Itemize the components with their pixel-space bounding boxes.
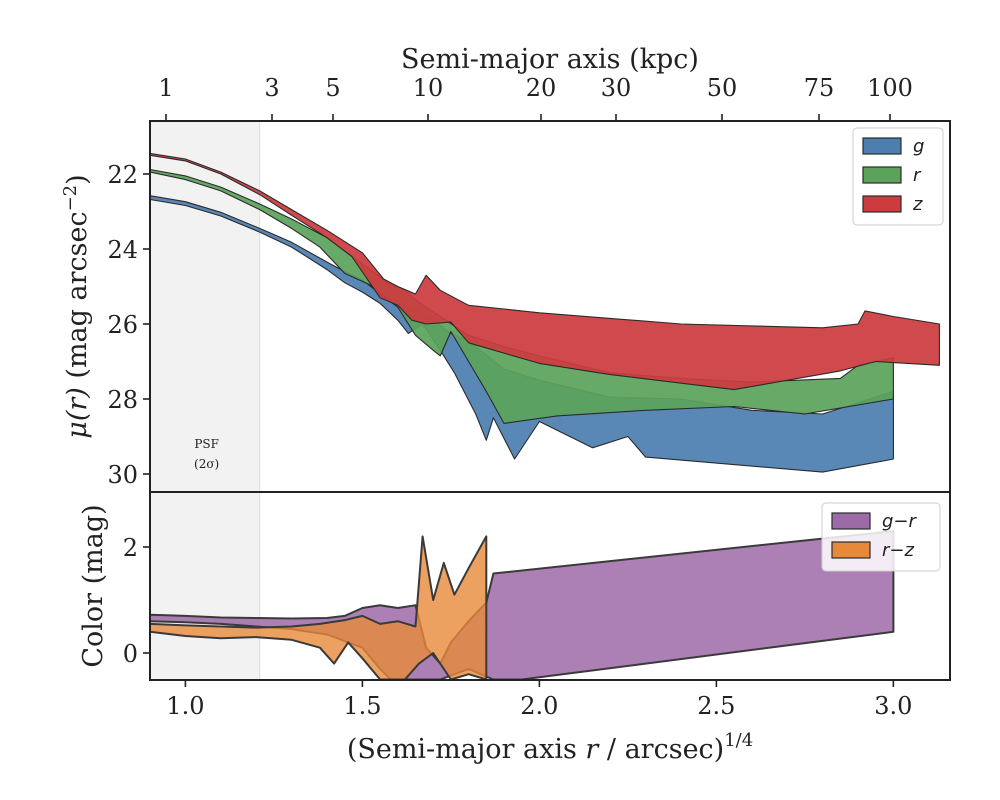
top-tick-label: 50 (707, 74, 738, 102)
x-tick-label: 1.0 (166, 692, 204, 720)
color-y-axis-title: Color (mag) (78, 504, 109, 667)
top-axis-title: Semi-major axis (kpc) (401, 44, 699, 75)
top-tick-label: 75 (804, 74, 835, 102)
legend-swatch (831, 512, 871, 530)
legend-swatch (831, 541, 871, 559)
y-axis-title: μ(r) (mag arcsec−2) (60, 174, 93, 438)
series-band-r (150, 168, 894, 424)
top-tick-label: 3 (264, 74, 279, 102)
y-tick-label: 30 (107, 461, 138, 489)
color-series-group (150, 530, 895, 680)
y-tick-label: 24 (107, 236, 138, 264)
legend-swatch (862, 137, 902, 155)
color-y-tick-label: 2 (123, 534, 138, 562)
y-axis-title-exponent: −2 (60, 185, 81, 212)
series-band-r-z (150, 535, 488, 680)
x-axis-title: (Semi-major axis r / arcsec)1/4 (347, 730, 753, 765)
legend-swatch (862, 195, 902, 213)
x-tick-label: 2.5 (697, 692, 735, 720)
x-tick-label: 1.5 (343, 692, 381, 720)
legend-label: g−r (882, 511, 918, 532)
x-axis-title-symbol: r (585, 734, 600, 765)
x-axis-title-part: (Semi-major axis (347, 734, 586, 765)
top-tick-label: 30 (601, 74, 632, 102)
top-tick-label: 1 (158, 74, 173, 102)
series-band-g-r (150, 530, 895, 680)
legend-label: g (913, 136, 924, 157)
y-axis-title-units: (mag arcsec (62, 211, 93, 387)
top-tick-label: 10 (413, 74, 444, 102)
x-tick-label: 2.0 (520, 692, 558, 720)
legend-label: r−z (882, 540, 914, 561)
y-tick-label: 26 (107, 311, 138, 339)
psf-label: PSF (194, 437, 219, 451)
top-tick-label: 5 (325, 74, 340, 102)
psf-sublabel: (2σ) (194, 457, 219, 471)
y-axis-title-close: ) (62, 174, 93, 185)
color-y-tick-label: 0 (123, 640, 138, 668)
legend-swatch (862, 166, 902, 184)
x-axis-title-part: / arcsec) (598, 734, 724, 765)
y-tick-label: 22 (107, 161, 138, 189)
y-tick-label: 28 (107, 386, 138, 414)
y-axis-title-symbol: μ(r) (62, 387, 93, 439)
legend-bands: grz (852, 127, 944, 226)
bottom-panel-frame (149, 491, 951, 681)
x-tick-label: 3.0 (874, 692, 912, 720)
legend-label: z (912, 194, 923, 215)
psf-region-bottom (150, 492, 260, 680)
top-tick-label: 20 (526, 74, 557, 102)
legend-colors: g−r r−z (821, 502, 941, 572)
legend-label: r (913, 165, 922, 186)
x-axis-title-exponent: 1/4 (724, 730, 753, 751)
series-band-z (150, 152, 940, 391)
top-tick-label: 100 (867, 74, 913, 102)
profile-series-group (150, 152, 940, 473)
